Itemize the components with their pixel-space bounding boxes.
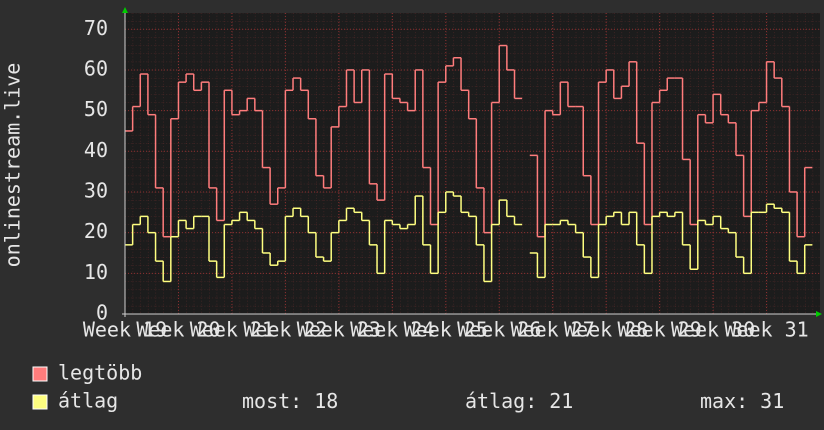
x-tick-label: Week 31	[724, 318, 808, 342]
x-tick-label: Week 29	[617, 318, 701, 342]
stat-value: 18	[314, 389, 338, 413]
y-tick-label: 60	[84, 56, 108, 80]
legend-swatch	[32, 366, 48, 382]
legend-stat: most: 18	[242, 389, 338, 413]
x-arrow	[816, 311, 822, 317]
x-tick-label: Week 21	[190, 318, 274, 342]
stat-label: most:	[242, 389, 302, 413]
stat-value: 31	[760, 389, 784, 413]
legend-swatch	[32, 394, 48, 410]
x-tick-label: Week 22	[243, 318, 327, 342]
y-arrow	[122, 7, 128, 13]
x-tick-label: Week 25	[404, 318, 488, 342]
y-tick-label: 40	[84, 138, 108, 162]
y-tick-label: 70	[84, 16, 108, 40]
y-tick-label: 10	[84, 260, 108, 284]
x-tick-label: Week 28	[564, 318, 648, 342]
legend-stat: max: 31	[700, 389, 784, 413]
x-tick-label: Week 23	[297, 318, 381, 342]
x-tick-label: Week 24	[350, 318, 434, 342]
stat-label: átlag:	[465, 389, 537, 413]
legend-label: legtöbb	[58, 361, 142, 385]
y-tick-label: 20	[84, 219, 108, 243]
stat-value: 21	[549, 389, 573, 413]
stat-label: max:	[700, 389, 748, 413]
y-tick-label: 0	[96, 301, 108, 325]
minor-grid	[125, 13, 820, 314]
y-axis-title: onlinestream.live	[1, 63, 25, 268]
legend-label: átlag	[58, 389, 118, 413]
x-tick-label: Week 20	[136, 318, 220, 342]
legend-stat: átlag: 21	[465, 389, 573, 413]
x-tick-label: Week 27	[511, 318, 595, 342]
x-tick-label: Week 19	[83, 318, 167, 342]
x-tick-label: Week 26	[457, 318, 541, 342]
y-tick-label: 30	[84, 178, 108, 202]
x-tick-label: Week 30	[671, 318, 755, 342]
y-tick-label: 50	[84, 97, 108, 121]
